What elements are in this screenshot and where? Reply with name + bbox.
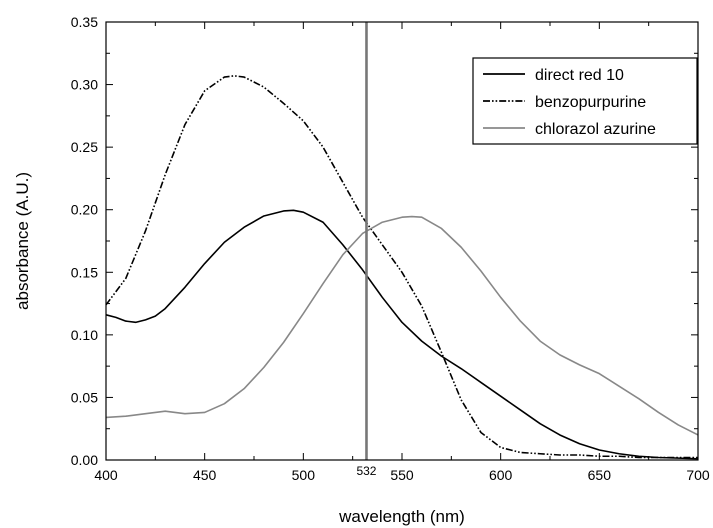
series-line-chlorazol-azurine [105, 215, 699, 436]
x-tick-label: 450 [193, 467, 217, 483]
series-line-direct-red-10 [105, 209, 699, 460]
x-tick-label: 700 [686, 467, 710, 483]
legend-label: chlorazol azurine [535, 121, 656, 138]
y-tick-label: 0.20 [71, 202, 98, 218]
series-line-benzopurpurine [105, 75, 698, 459]
y-tick-label: 0.15 [71, 264, 98, 280]
axis-ticks: 400 450 500 550 600 650 700 0.00 0.05 0.10 0.15 0.2… [71, 14, 710, 483]
legend-box [472, 57, 698, 145]
y-tick-label: 0.25 [71, 139, 98, 155]
series-layer [105, 75, 699, 460]
y-tick-label: 0.30 [71, 77, 98, 93]
y-tick-label: 0.35 [71, 14, 98, 30]
marker-label: 532 [356, 464, 376, 478]
x-tick-label: 600 [489, 467, 513, 483]
y-tick-label: 0.00 [71, 452, 98, 468]
y-tick-label: 0.10 [71, 327, 98, 343]
x-tick-label: 400 [94, 467, 118, 483]
legend-label: direct red 10 [535, 67, 624, 84]
legend: direct red 10 benzopurpurine chlorazol azu… [472, 57, 698, 145]
y-axis-title: absorbance (A.U.) [13, 172, 32, 310]
x-tick-label: 650 [588, 467, 612, 483]
y-tick-label: 0.05 [71, 389, 98, 405]
marker-layer: 532 [356, 22, 377, 478]
x-tick-label: 500 [292, 467, 316, 483]
x-axis-title: wavelength (nm) [338, 507, 465, 526]
x-tick-label: 550 [390, 467, 414, 483]
legend-label: benzopurpurine [535, 94, 646, 111]
